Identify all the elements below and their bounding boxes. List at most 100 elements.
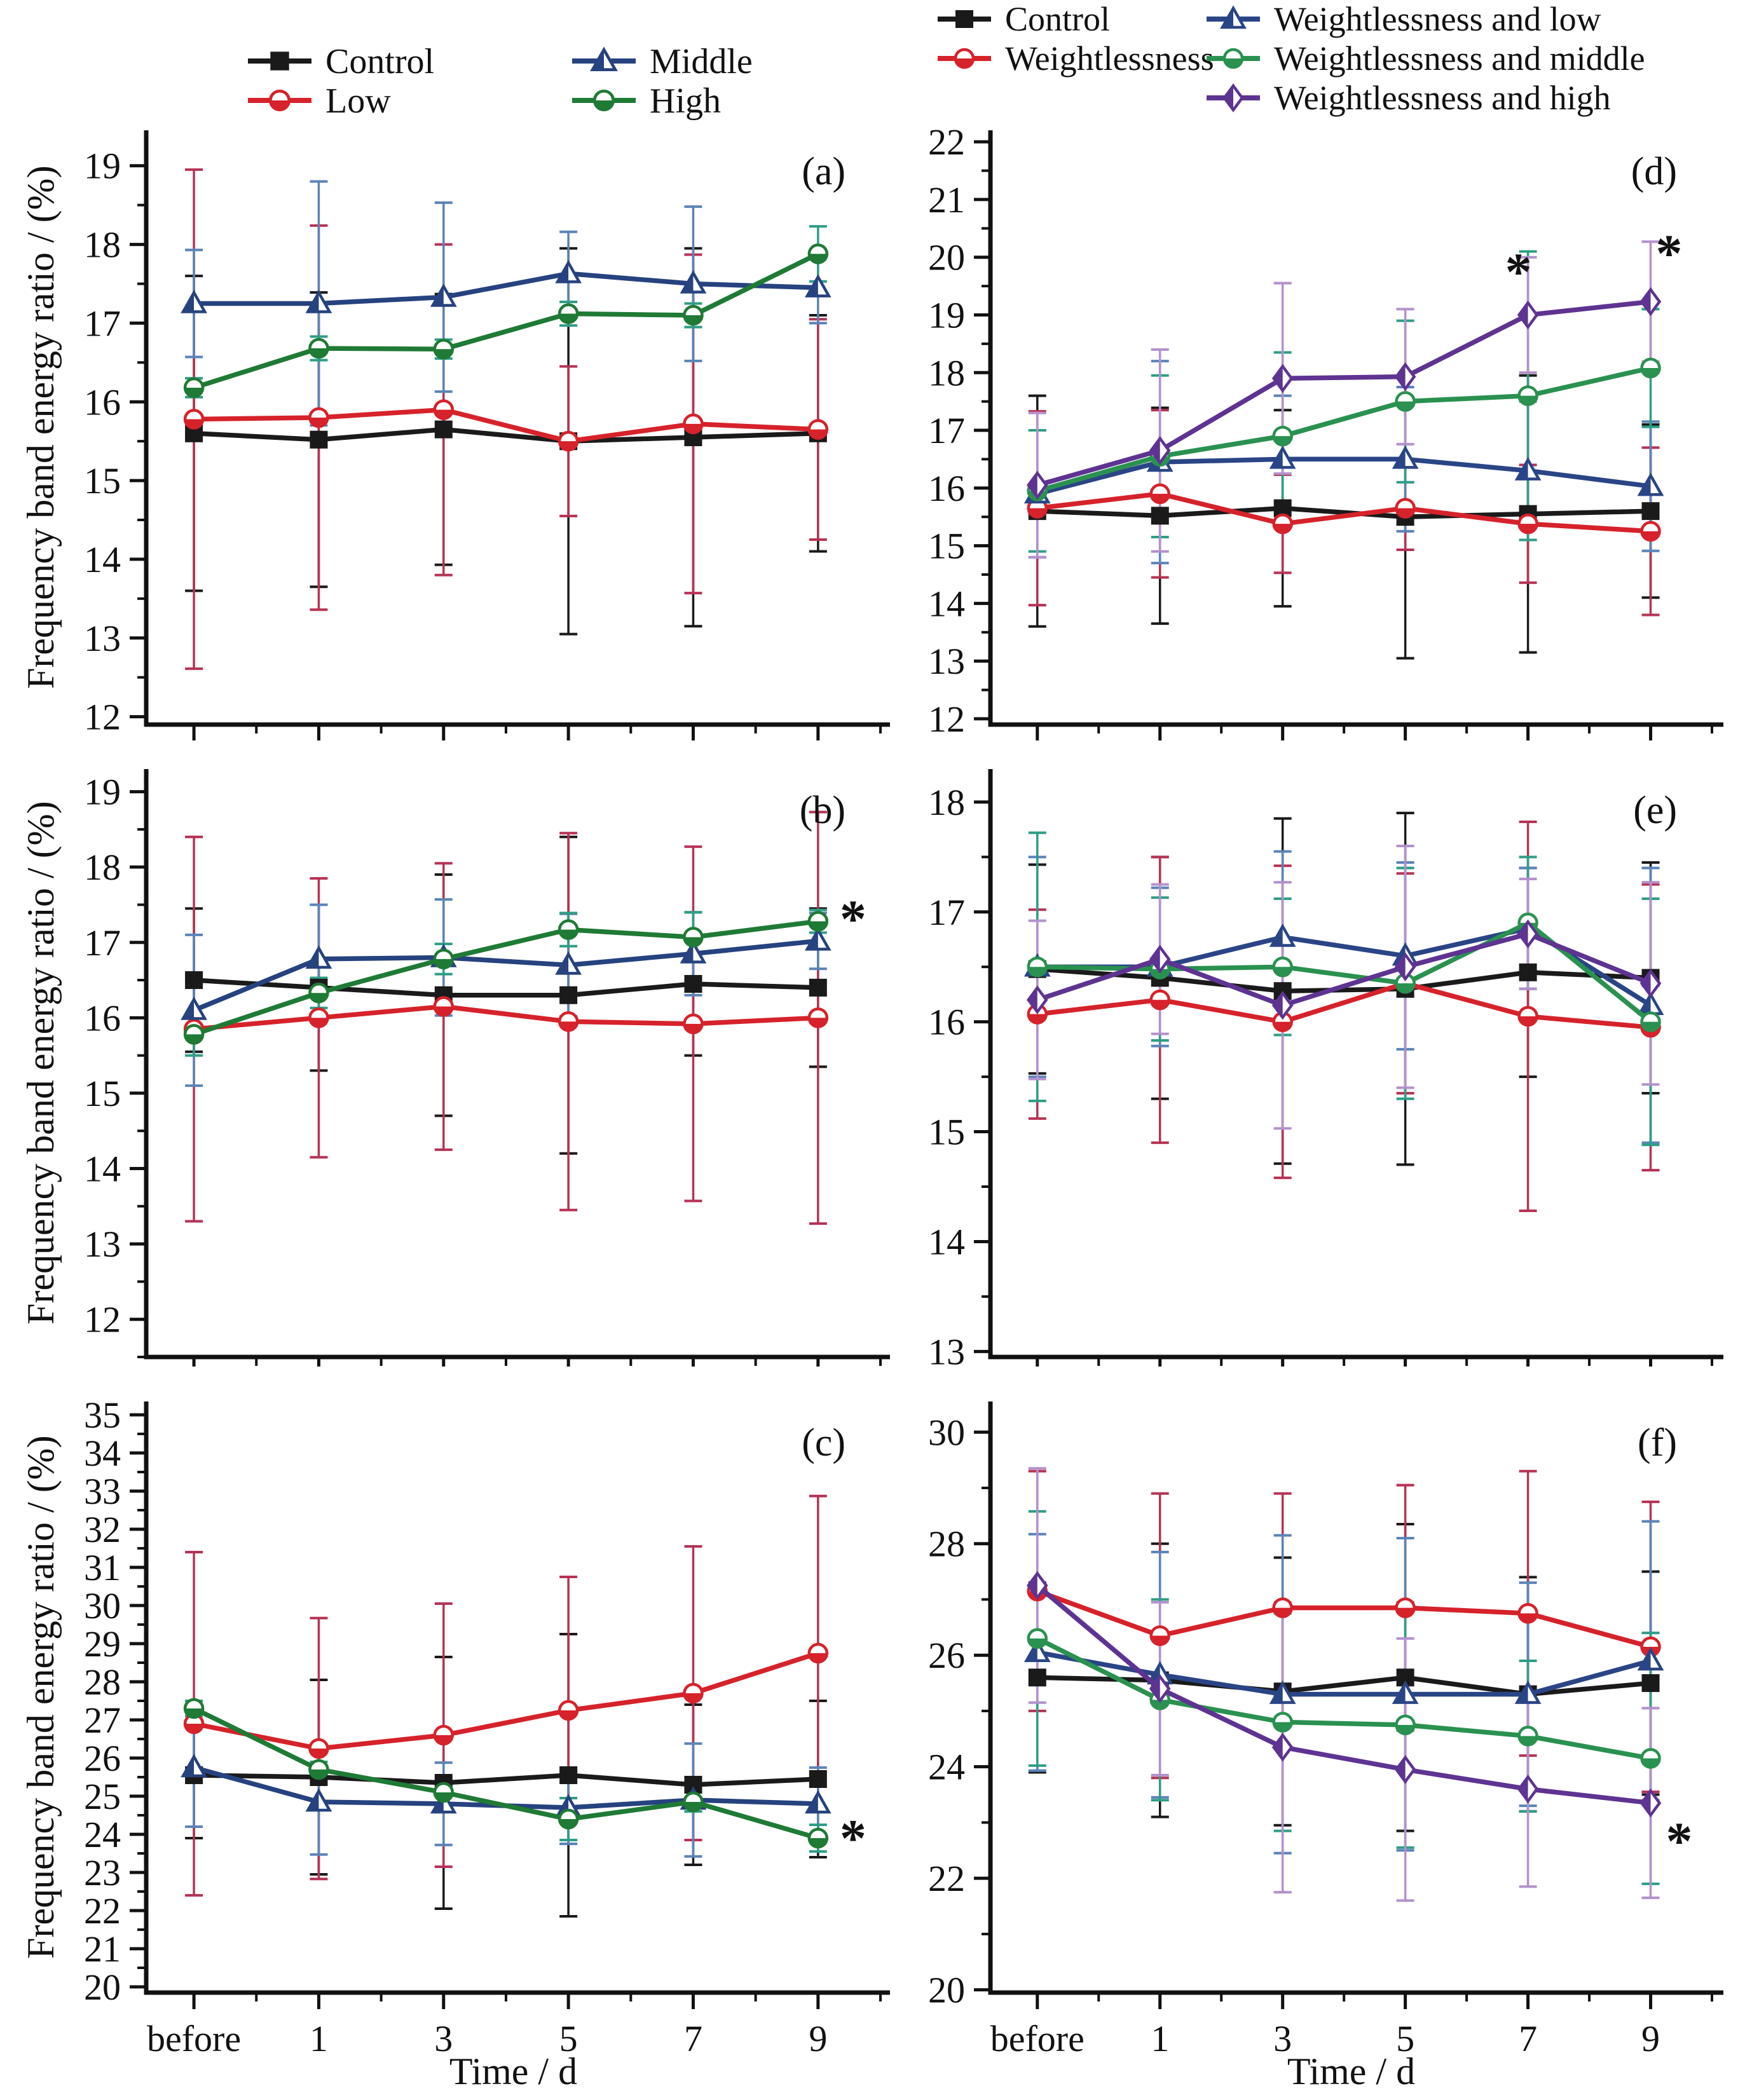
marker-circle-half <box>1224 58 1242 67</box>
errorbars-weightlessness-and-low <box>1028 850 1660 1144</box>
panel-corner-label-b: (b) <box>800 789 845 832</box>
series-control <box>1028 499 1660 526</box>
y-tick-label: 28 <box>928 1524 965 1565</box>
y-tick-label: 24 <box>928 1747 965 1788</box>
marker-triangle-half <box>308 948 319 967</box>
errorbars-middle <box>185 898 827 1088</box>
marker-circle-half <box>1519 1613 1537 1623</box>
marker-circle-half <box>955 58 973 67</box>
marker-triangle-half <box>1271 1683 1283 1703</box>
panel-corner-label-c: (c) <box>802 1421 845 1464</box>
axis-lines <box>144 130 890 727</box>
errorbars-control <box>185 247 827 636</box>
legend-item-weightlessness-and-middle: Weightlessness and middle <box>1207 39 1645 78</box>
series-line <box>194 1773 818 1787</box>
marker-circle-half <box>809 1018 827 1027</box>
series-weightlessness-and-low <box>1023 915 1664 1015</box>
marker-diamond-half <box>1641 971 1651 996</box>
x-tick-label: 7 <box>684 2018 702 2059</box>
y-tick-label: 18 <box>84 847 121 888</box>
x-tick-label: 5 <box>559 2018 578 2059</box>
marker-circle-half <box>809 254 827 263</box>
marker-diamond-half <box>1028 988 1037 1012</box>
marker-circle-half <box>594 100 613 110</box>
marker-circle-half <box>310 1769 328 1778</box>
marker-triangle-half <box>1271 448 1283 468</box>
y-tick-label: 15 <box>928 526 965 567</box>
series-high <box>183 911 829 1045</box>
y-tick-label: 17 <box>84 303 121 344</box>
y-tick-label: 34 <box>84 1433 121 1474</box>
marker-diamond-half <box>1151 947 1160 972</box>
x-tick-label: 1 <box>310 2018 328 2059</box>
series-weightlessness-and-middle <box>1027 1628 1661 1769</box>
panel-d-svg: 12 13 14 15 16 17 18 19 20 21 22 (d) * * <box>928 121 1723 740</box>
y-tick-label: 16 <box>928 1002 965 1043</box>
significance-asterisk: * <box>1656 224 1683 283</box>
marker-triangle-half <box>558 262 569 282</box>
y-tick-label: 13 <box>928 1331 965 1367</box>
marker-triangle-half <box>592 50 604 70</box>
legend-svg: ControlLowMiddleHighControlWeightlessnes… <box>248 0 1645 121</box>
series-weightlessness-and-high <box>1026 1571 1662 1818</box>
y-tick-label: 12 <box>928 699 965 740</box>
marker-triangle-half <box>1394 448 1406 468</box>
marker-circle-half <box>1641 368 1660 377</box>
marker-circle-half <box>1519 1016 1537 1026</box>
legend-item-middle: Middle <box>572 42 753 81</box>
marker-diamond-half <box>1519 1776 1528 1801</box>
marker-circle-half <box>1273 524 1292 533</box>
panel-a-svg: 12 13 14 15 16 17 18 19 (a) <box>84 130 890 740</box>
y-tick-label: 22 <box>84 1890 121 1932</box>
x-tick-label: before <box>147 2018 241 2059</box>
marker-circle-half <box>310 348 328 358</box>
x-tick-label: 1 <box>1151 2018 1169 2059</box>
series-line <box>1037 981 1651 1030</box>
y-tick-label: 16 <box>84 997 121 1039</box>
legend-label: Control <box>1005 0 1110 38</box>
legend-item-weightlessness: Weightlessness <box>938 39 1214 78</box>
y-tick-label: 14 <box>84 1149 121 1190</box>
marker-diamond-half <box>1396 955 1406 979</box>
marker-triangle-half <box>807 930 818 950</box>
panel-f: 20 22 24 26 28 30 before 1 3 5 7 9 (f) * <box>895 1367 1752 2100</box>
marker-triangle-half <box>682 273 694 292</box>
marker-circle-half <box>809 921 827 931</box>
y-axis-label-row1: Frequency band energy ratio / (%) <box>20 165 62 690</box>
y-tick-label: 18 <box>928 352 965 393</box>
marker-triangle-half <box>1271 926 1283 946</box>
y-tick-label: 12 <box>84 697 121 738</box>
marker-triangle-half <box>682 943 694 962</box>
marker-circle-half <box>310 1749 328 1757</box>
marker-circle-half <box>1028 508 1046 517</box>
marker-square <box>809 1770 827 1788</box>
series-line <box>194 407 818 444</box>
series-weightlessness-and-high <box>1026 287 1662 500</box>
legend-label: Low <box>325 81 391 121</box>
y-tick-label: 24 <box>84 1814 121 1855</box>
marker-triangle-half <box>1639 994 1651 1014</box>
x-tick-label: 3 <box>1273 2018 1292 2059</box>
marker-circle-half <box>1273 1021 1292 1031</box>
y-tick-label: 15 <box>84 1073 121 1114</box>
marker-circle-half <box>1641 531 1660 540</box>
marker-circle-half <box>1273 967 1292 976</box>
series-line <box>1036 365 1652 493</box>
series-low <box>183 399 829 452</box>
panel-corner-label-f: (f) <box>1638 1421 1677 1464</box>
marker-circle-half <box>310 1018 328 1027</box>
y-tick-label: 26 <box>928 1635 965 1676</box>
significance-asterisk: * <box>840 1809 866 1868</box>
y-tick-label: 29 <box>84 1623 121 1665</box>
y-tick-label: 16 <box>84 381 121 423</box>
series-line <box>1037 505 1651 519</box>
series-line <box>1037 920 1652 1024</box>
series-weightlessness-and-low <box>1023 445 1664 504</box>
marker-triangle-half <box>558 954 569 974</box>
legend-item-low: Low <box>248 81 391 121</box>
series-line <box>1036 456 1651 496</box>
marker-diamond-half <box>1273 1735 1283 1759</box>
marker-circle-half <box>559 1819 578 1828</box>
marker-square <box>809 978 827 997</box>
marker-circle-half <box>310 993 328 1002</box>
